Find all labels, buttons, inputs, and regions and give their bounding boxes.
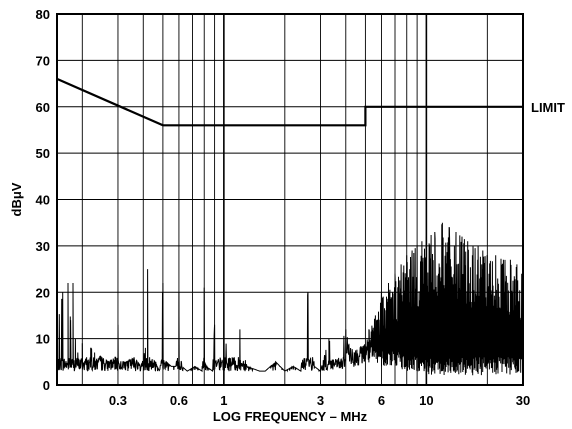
y-tick-label: 80: [36, 7, 50, 22]
y-tick-label: 40: [36, 193, 50, 208]
y-tick-label: 20: [36, 285, 50, 300]
y-tick-label: 70: [36, 53, 50, 68]
x-tick-label: 1: [220, 393, 227, 408]
plot-frame: [56, 13, 524, 386]
x-tick-label: 0.6: [170, 393, 188, 408]
y-tick-label: 60: [36, 100, 50, 115]
y-axis-ticks: 0 10 20 30 40 50 60 70 80: [36, 7, 50, 393]
x-tick-label: 3: [317, 393, 324, 408]
y-tick-label: 0: [43, 378, 50, 393]
y-tick-label: 30: [36, 239, 50, 254]
x-axis-ticks: 0.3 0.6 1 3 6 10 30: [109, 393, 530, 408]
limit-line: [56, 77, 523, 127]
x-tick-label: 10: [419, 393, 433, 408]
limit-label: LIMIT: [531, 100, 565, 115]
y-axis-title: dBμV: [9, 182, 24, 216]
y-tick-label: 50: [36, 146, 50, 161]
x-tick-label: 30: [516, 393, 530, 408]
x-tick-label: 6: [378, 393, 385, 408]
emission-trace: [56, 222, 524, 376]
y-tick-label: 10: [36, 332, 50, 347]
series-group: [56, 77, 524, 376]
x-tick-label: 0.3: [109, 393, 127, 408]
x-axis-title: LOG FREQUENCY – MHz: [213, 409, 368, 424]
